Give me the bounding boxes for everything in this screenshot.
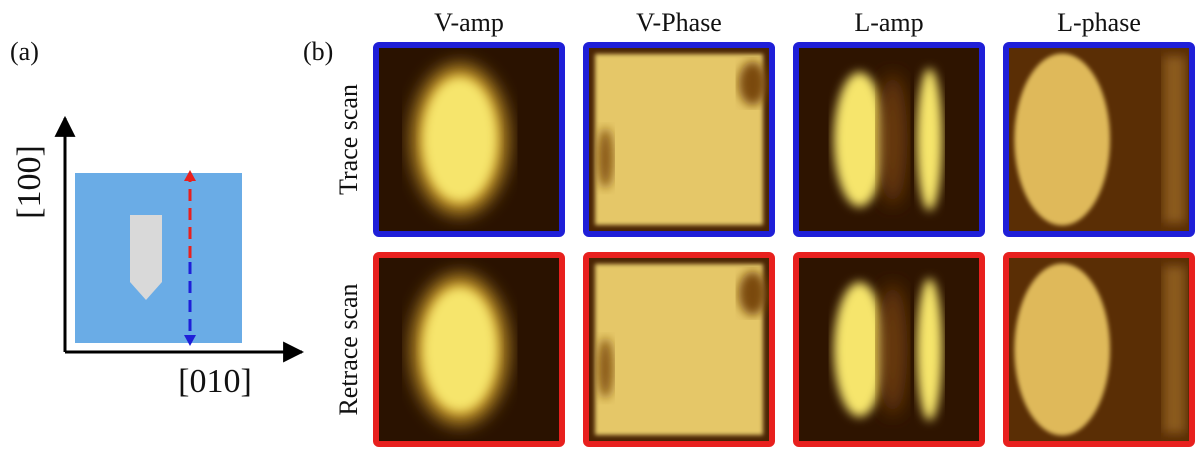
y-axis-label: [100] <box>11 145 48 219</box>
image-tile <box>586 255 772 444</box>
image-tile <box>796 255 982 444</box>
column-title: L-amp <box>854 8 923 37</box>
signal <box>423 288 497 411</box>
signal <box>595 54 763 225</box>
panel-a: (a) [100] [010] <box>10 37 302 400</box>
signal <box>917 278 943 420</box>
column-title: V-Phase <box>636 8 722 37</box>
panel-label: (b) <box>303 37 333 66</box>
image-tile <box>1006 255 1192 444</box>
noise <box>597 338 613 398</box>
signal <box>1014 263 1110 435</box>
signal <box>595 264 763 435</box>
signal <box>423 78 497 201</box>
band <box>878 284 907 415</box>
noise <box>739 271 767 315</box>
tip-shape <box>130 215 162 300</box>
panel-b: (b) V-amp V-Phase L-amp L-phase Trace scan Re… <box>303 8 1192 444</box>
noise <box>1163 56 1185 223</box>
band <box>878 74 907 205</box>
figure: (a) [100] [010] (b) V-amp V-Phase L-amp L-p… <box>0 0 1197 449</box>
column-title: L-phase <box>1057 8 1141 37</box>
image-tile <box>1006 45 1192 234</box>
signal <box>834 282 886 417</box>
image-tile <box>376 45 562 234</box>
image-tile <box>586 45 772 234</box>
noise <box>597 128 613 188</box>
signal <box>917 68 943 210</box>
row-title: Retrace scan <box>334 283 363 415</box>
x-axis-label: [010] <box>178 363 252 400</box>
noise <box>739 61 767 105</box>
image-tile <box>376 255 562 444</box>
column-title: V-amp <box>434 8 504 37</box>
panel-label: (a) <box>10 37 39 66</box>
image-tile <box>796 45 982 234</box>
signal <box>834 72 886 207</box>
signal <box>1014 53 1110 225</box>
noise <box>1163 266 1185 433</box>
row-title: Trace scan <box>334 84 363 195</box>
